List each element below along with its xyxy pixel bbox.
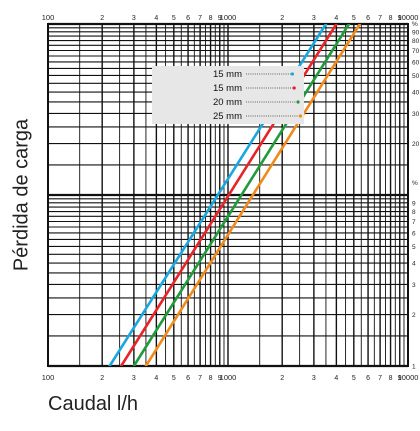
x-tick-label: 8	[209, 375, 213, 382]
x-tick-label: 4	[154, 15, 158, 22]
y-tick-label: 20	[412, 141, 420, 148]
x-tick-label: 100	[42, 373, 55, 382]
legend: 15 mm 15 mm 20 mm 25 mm	[152, 66, 304, 124]
series-line	[144, 24, 362, 366]
x-tick-label: 3	[132, 375, 136, 382]
y-tick-label: 7	[412, 219, 416, 226]
x-tick-label: 1000	[220, 13, 237, 22]
x-tick-label: 10000	[398, 373, 419, 382]
x-tick-label: 6	[186, 375, 190, 382]
y-tick-label: 80	[412, 38, 420, 45]
y-tick-label: 9	[412, 200, 416, 207]
legend-entry-label: 15 mm	[213, 83, 242, 94]
legend-marker	[298, 114, 303, 118]
series-line	[132, 24, 351, 366]
x-tick-label: 9	[218, 375, 222, 382]
x-tick-label: 7	[378, 15, 382, 22]
x-tick-label: 5	[172, 15, 176, 22]
y-tick-label: 1	[412, 364, 416, 371]
x-tick-label: 6	[366, 375, 370, 382]
x-tick-label: 2	[100, 15, 104, 22]
legend-marker	[290, 72, 295, 76]
x-tick-label: 6	[186, 15, 190, 22]
x-tick-label: 5	[352, 15, 356, 22]
x-tick-label: 1000	[220, 373, 237, 382]
x-axis-label: Caudal l/h	[48, 393, 139, 415]
x-tick-label: 7	[378, 375, 382, 382]
y-tick-label: 5	[412, 244, 416, 251]
x-tick-label: 9	[398, 375, 402, 382]
x-tick-label: 3	[312, 15, 316, 22]
y-tick-label: 40	[412, 90, 420, 97]
legend-entry-label: 20 mm	[213, 97, 242, 108]
legend-marker	[296, 100, 300, 104]
y-tick-label: 3	[412, 282, 416, 289]
x-tick-label: 8	[209, 15, 213, 22]
x-tick-label: 4	[154, 375, 158, 382]
x-tick-label: 9	[398, 15, 402, 22]
y-tick-label: 90	[412, 29, 420, 36]
legend-entry-label: 25 mm	[213, 111, 242, 122]
x-tick-label: 5	[172, 375, 176, 382]
y-tick-label: 30	[412, 111, 420, 118]
y-tick-label: %	[412, 21, 418, 28]
x-tick-label: 8	[389, 375, 393, 382]
x-tick-label: 4	[334, 375, 338, 382]
x-tick-label: 10000	[398, 13, 419, 22]
x-tick-label: 7	[198, 375, 202, 382]
x-tick-label: 2	[280, 375, 284, 382]
x-tick-label: 4	[334, 15, 338, 22]
x-tick-label: 2	[280, 15, 284, 22]
x-tick-label: 3	[132, 15, 136, 22]
y-tick-label: 6	[412, 230, 416, 237]
legend-box	[152, 66, 304, 124]
y-tick-label: 8	[412, 209, 416, 216]
y-tick-label: 60	[412, 59, 420, 66]
y-axis-label-container: Pérdida de carga	[0, 60, 44, 330]
x-tick-label: 5	[352, 375, 356, 382]
y-tick-label: 4	[412, 261, 416, 268]
x-tick-label: 3	[312, 375, 316, 382]
y-tick-label: 2	[412, 312, 416, 319]
legend-marker	[292, 86, 296, 90]
x-tick-label: 8	[389, 15, 393, 22]
legend-entry-label: 15 mm	[213, 69, 242, 80]
y-tick-label: 70	[412, 48, 420, 55]
x-tick-label: 6	[366, 15, 370, 22]
x-tick-label: 100	[42, 13, 55, 22]
y-tick-label: 50	[412, 73, 420, 80]
x-tick-label: 2	[100, 375, 104, 382]
x-tick-label: 7	[198, 15, 202, 22]
y-axis-label: Pérdida de carga	[10, 118, 33, 272]
y-tick-label: %	[412, 180, 418, 187]
x-tick-label: 9	[218, 15, 222, 22]
plot-frame	[47, 23, 409, 367]
